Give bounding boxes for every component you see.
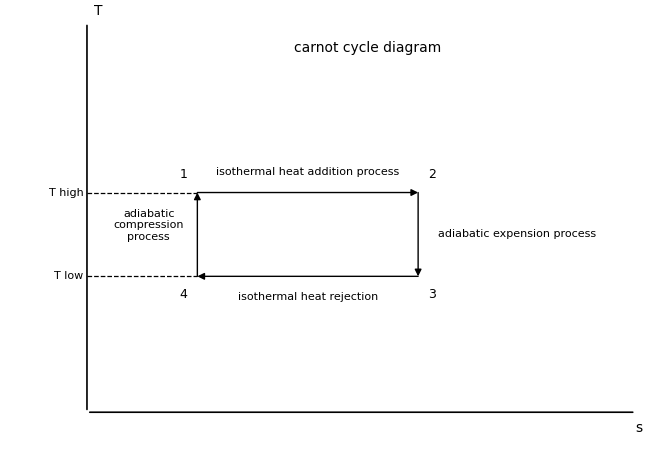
Text: s: s (635, 421, 642, 435)
Text: 2: 2 (428, 168, 436, 181)
Text: isothermal heat addition process: isothermal heat addition process (216, 167, 399, 177)
Text: T high: T high (49, 188, 84, 198)
Text: adiabatic
compression
process: adiabatic compression process (114, 209, 184, 242)
Text: 1: 1 (179, 168, 187, 181)
Text: 3: 3 (428, 288, 436, 301)
Text: T: T (94, 4, 102, 18)
Text: isothermal heat rejection: isothermal heat rejection (237, 292, 378, 302)
Text: adiabatic expension process: adiabatic expension process (438, 229, 596, 240)
Text: T low: T low (54, 271, 84, 281)
Text: carnot cycle diagram: carnot cycle diagram (294, 41, 442, 55)
Text: 4: 4 (179, 288, 187, 301)
